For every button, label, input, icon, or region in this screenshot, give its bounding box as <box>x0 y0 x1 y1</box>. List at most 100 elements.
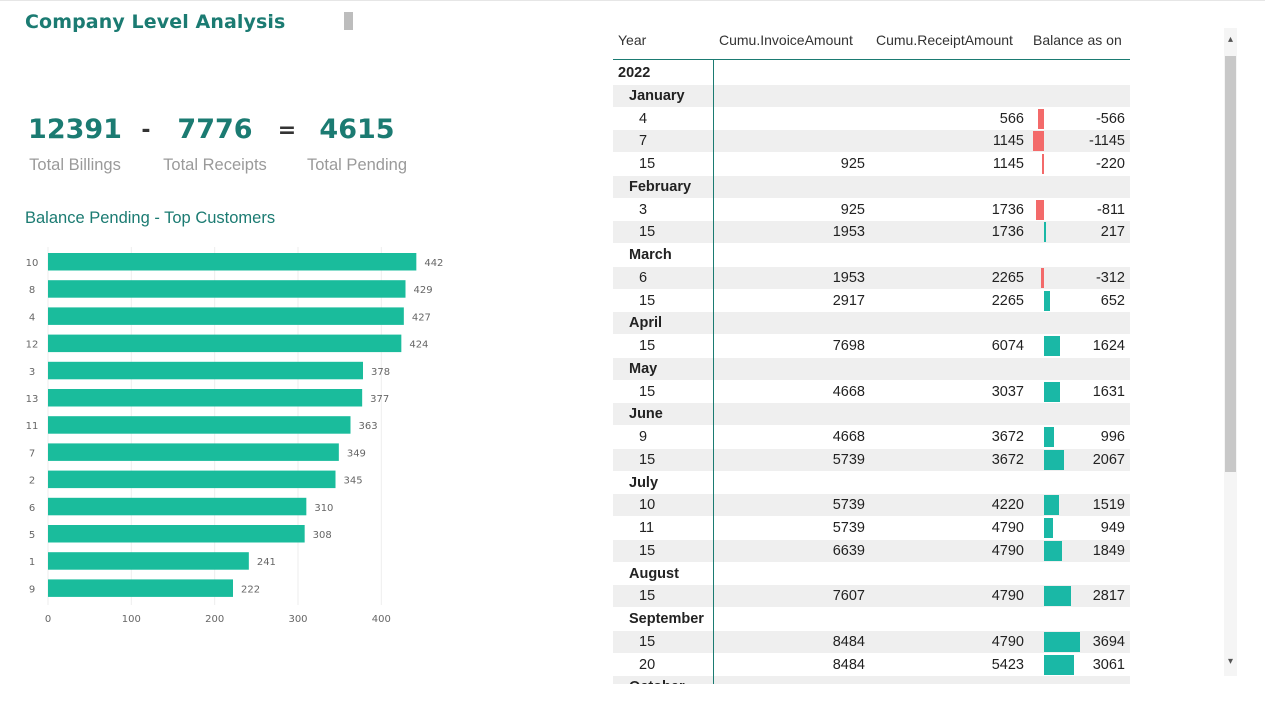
month-group-row[interactable]: July <box>613 472 1130 494</box>
matrix-row[interactable]: 15 6639 4790 1849 <box>613 539 1130 562</box>
cumu-receipt-cell: 5423 <box>991 656 1024 673</box>
header-balance-as-on[interactable]: Balance as on <box>1033 32 1122 48</box>
bar[interactable] <box>48 389 363 407</box>
matrix-row[interactable]: 4 566 -566 <box>613 108 1130 130</box>
matrix-row[interactable]: 6 1953 2265 -312 <box>613 266 1130 289</box>
row-label: April <box>629 315 663 332</box>
row-label: 4 <box>639 110 648 127</box>
bar-value-label: 377 <box>370 394 389 405</box>
month-group-row[interactable]: October <box>613 676 1130 684</box>
matrix-row[interactable]: 10 5739 4220 1519 <box>613 494 1130 517</box>
scroll-up-icon[interactable]: ▴ <box>1227 34 1234 45</box>
matrix-row[interactable]: 15 4668 3037 1631 <box>613 381 1130 403</box>
bar[interactable] <box>48 470 336 489</box>
matrix-row[interactable]: 15 925 1145 -220 <box>613 153 1130 175</box>
balance-databar <box>1044 449 1065 470</box>
row-label: 10 <box>639 497 656 514</box>
x-tick-label: 0 <box>45 614 51 625</box>
balance-databar <box>1032 131 1044 152</box>
month-group-row[interactable]: January <box>613 84 1130 107</box>
matrix-row[interactable]: 15 5739 3672 2067 <box>613 448 1130 471</box>
cumu-receipt-cell: 4790 <box>991 588 1024 605</box>
row-label: 6 <box>639 269 648 286</box>
cumu-receipt-cell: 1145 <box>992 156 1024 172</box>
cumu-invoice-cell: 8484 <box>832 633 865 650</box>
row-label: September <box>629 611 704 627</box>
month-group-row[interactable]: August <box>613 563 1130 585</box>
row-label: 15 <box>639 224 656 241</box>
bar[interactable] <box>48 334 402 353</box>
balance-cell: 3061 <box>1092 656 1125 673</box>
kpi-total-receipts-label: Total Receipts <box>163 156 267 174</box>
scroll-down-icon[interactable]: ▾ <box>1227 656 1234 667</box>
bar[interactable] <box>48 307 404 325</box>
matrix-row[interactable]: 15 7698 6074 1624 <box>613 335 1130 357</box>
bar[interactable] <box>48 416 351 434</box>
y-category-label: 11 <box>26 421 39 432</box>
row-label: 11 <box>639 520 655 536</box>
y-category-label: 7 <box>29 448 35 459</box>
matrix-row[interactable]: 7 1145 -1145 <box>613 130 1130 153</box>
bar[interactable] <box>48 552 249 570</box>
matrix-row[interactable]: 15 1953 1736 217 <box>613 221 1130 244</box>
row-label: 7 <box>639 133 648 150</box>
month-group-row[interactable]: May <box>613 357 1130 380</box>
row-label: 20 <box>639 656 656 673</box>
bar[interactable] <box>48 280 406 298</box>
month-group-row[interactable]: September <box>613 608 1130 630</box>
balance-cell: 1849 <box>1092 542 1125 559</box>
cumu-invoice-cell: 2917 <box>832 292 865 309</box>
y-category-label: 12 <box>26 340 39 351</box>
header-cumu-receipt-amount[interactable]: Cumu.ReceiptAmount <box>876 32 1013 48</box>
bar[interactable] <box>48 361 363 380</box>
year-group-row[interactable]: 2022 <box>613 62 1130 84</box>
x-tick-label: 100 <box>122 614 141 625</box>
top-divider <box>0 0 1265 1</box>
balance-cell: 949 <box>1100 520 1125 536</box>
row-label: August <box>629 565 679 582</box>
matrix-row[interactable]: 20 8484 5423 3061 <box>613 654 1130 676</box>
matrix-row[interactable]: 11 5739 4790 949 <box>613 517 1130 539</box>
bar-value-label: 429 <box>414 285 433 296</box>
month-group-row[interactable]: June <box>613 403 1130 426</box>
bar[interactable] <box>48 497 307 516</box>
cumu-receipt-cell: 1736 <box>991 224 1024 241</box>
balance-cell: -220 <box>1095 156 1125 172</box>
bar[interactable] <box>48 579 233 597</box>
balance-databar <box>1044 381 1060 402</box>
y-category-label: 2 <box>29 476 35 487</box>
balance-cell: -811 <box>1097 201 1125 218</box>
month-group-row[interactable]: March <box>613 244 1130 266</box>
cumu-invoice-cell: 5739 <box>832 520 865 536</box>
row-label: October <box>629 679 685 684</box>
y-category-label: 3 <box>29 367 35 378</box>
x-tick-label: 400 <box>372 614 391 625</box>
matrix-row[interactable]: 3 925 1736 -811 <box>613 199 1130 221</box>
balance-databar <box>1044 518 1054 538</box>
bar-value-label: 310 <box>314 503 333 514</box>
header-year[interactable]: Year <box>618 32 647 48</box>
bar[interactable] <box>48 443 339 461</box>
cumu-receipt-cell: 1145 <box>992 133 1024 150</box>
matrix-row[interactable]: 9 4668 3672 996 <box>613 426 1130 448</box>
kpi-total-pending-label: Total Pending <box>307 156 407 174</box>
month-group-row[interactable]: February <box>613 175 1130 198</box>
balance-databar <box>1040 267 1044 288</box>
bar-value-label: 378 <box>371 367 390 378</box>
cumu-invoice-cell: 5739 <box>832 497 865 514</box>
month-group-row[interactable]: April <box>613 312 1130 335</box>
matrix-row[interactable]: 15 2917 2265 652 <box>613 290 1130 312</box>
balance-databar <box>1044 631 1080 652</box>
bar[interactable] <box>48 525 305 543</box>
header-cumu-invoice-amount[interactable]: Cumu.InvoiceAmount <box>719 32 853 48</box>
matrix-row[interactable]: 15 8484 4790 3694 <box>613 630 1130 653</box>
cumu-receipt-cell: 3037 <box>991 383 1024 400</box>
scrollbar-thumb[interactable] <box>1225 56 1236 472</box>
bar[interactable] <box>48 253 417 271</box>
resize-handle[interactable] <box>344 12 353 30</box>
row-label: 2022 <box>618 65 651 81</box>
balance-cell: 2067 <box>1092 451 1125 468</box>
matrix-row[interactable]: 15 7607 4790 2817 <box>613 585 1130 608</box>
balance-cell: -1145 <box>1088 133 1125 150</box>
